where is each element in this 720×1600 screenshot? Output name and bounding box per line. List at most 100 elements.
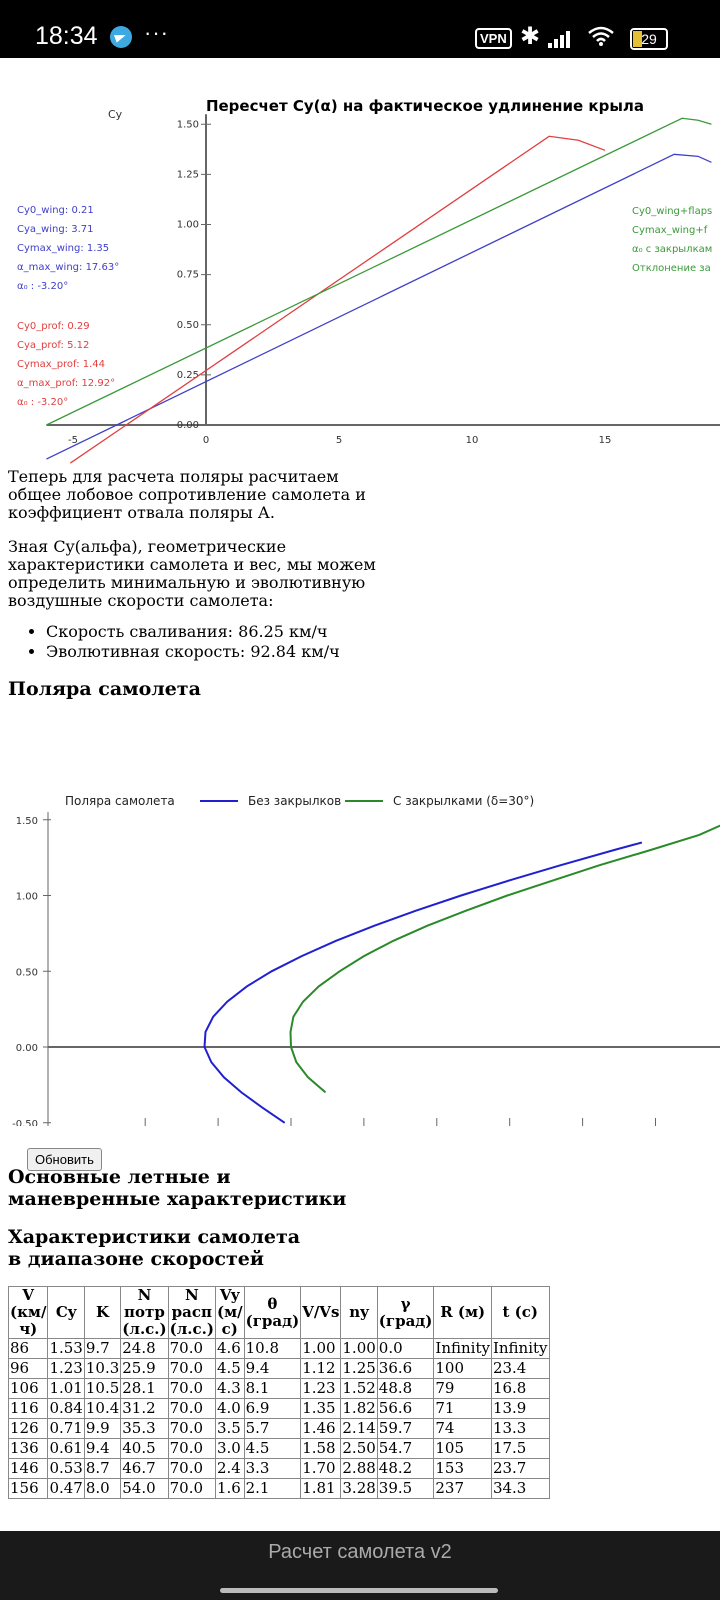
table-cell: 86: [7, 1338, 49, 1359]
app-title: Расчет самолета v2: [268, 1541, 452, 1563]
table-cell: 46.7: [120, 1458, 169, 1479]
table-cell: 17.5: [490, 1438, 550, 1459]
table-header-line: потр: [124, 1303, 165, 1321]
table-header-line: t (с): [502, 1303, 538, 1321]
table-header-line: Vy: [219, 1286, 240, 1304]
table-cell: 8.0: [83, 1478, 122, 1499]
y-tick-label: 0.00: [177, 420, 199, 431]
table-cell: 4.6: [214, 1338, 245, 1359]
table-cell: 39.5: [376, 1478, 435, 1499]
update-button[interactable]: Обновить: [27, 1148, 102, 1171]
table-header: R (м): [433, 1286, 492, 1339]
y-axis-label: Cy: [108, 108, 123, 121]
profile-info-label: α_max_prof: 12.92°: [17, 378, 115, 389]
table-cell: 146: [7, 1458, 49, 1479]
table-cell: 116: [7, 1398, 49, 1419]
table-cell: 9.4: [243, 1358, 302, 1379]
table-cell: Infinity: [433, 1338, 492, 1359]
table-header-line: N: [137, 1286, 152, 1304]
table-cell: 4.5: [243, 1438, 302, 1459]
table-header-line: с): [221, 1320, 238, 1338]
table-header: γ (град): [376, 1286, 435, 1339]
flight-characteristics-heading: Основные летные и маневренные характерис…: [8, 1166, 347, 1210]
table-cell: 4.0: [214, 1398, 245, 1419]
table-cell: 136: [7, 1438, 49, 1459]
table-cell: 3.0: [214, 1438, 245, 1459]
table-cell: 1.23: [300, 1378, 342, 1399]
table-cell: 35.3: [120, 1418, 169, 1439]
table-cell: 9.9: [83, 1418, 122, 1439]
table-cell: 25.9: [120, 1358, 169, 1379]
vpn-badge: VPN: [475, 28, 512, 49]
table-header-line: ч): [19, 1320, 38, 1338]
legend-label: С закрылками (δ=30°): [393, 794, 534, 808]
gesture-handle[interactable]: [220, 1588, 498, 1593]
table-cell: 1.58: [300, 1438, 342, 1459]
table-row: 146 0.53 8.7 46.7 70.0 2.4 3.3 1.70 2.88 48.2 153 2…: [7, 1458, 550, 1479]
table-header-line: γ: [400, 1294, 411, 1313]
speed-range-heading: Характеристики самолета в диапазоне скор…: [8, 1226, 301, 1270]
table-cell: 13.9: [490, 1398, 550, 1419]
table-cell: 153: [433, 1458, 492, 1479]
legend-entry: α₀ с закрылкам: [632, 244, 712, 255]
table-cell: 70.0: [167, 1418, 216, 1439]
x-tick-label: 5: [336, 435, 342, 446]
stall-speed-item: Скорость сваливания: 86.25 км/ч: [46, 622, 340, 642]
table-cell: 16.8: [490, 1378, 550, 1399]
table-cell: 0.84: [47, 1398, 85, 1419]
chart-title: Пересчет Cy(α) на фактическое удлинение …: [206, 97, 644, 115]
table-cell: 0.71: [47, 1418, 85, 1439]
table-cell: 0.47: [47, 1478, 85, 1499]
table-cell: 70.0: [167, 1378, 216, 1399]
table-cell: 48.2: [376, 1458, 435, 1479]
telegram-icon: [110, 26, 132, 48]
table-header-line: расп: [171, 1303, 212, 1321]
speeds-paragraph: Зная Cy(альфа), геометрические характери…: [8, 537, 376, 610]
wing-info-label: α₀ : -3.20°: [17, 281, 68, 292]
table-row: 136 0.61 9.4 40.5 70.0 3.0 4.5 1.58 2.50 54.7 105 1…: [7, 1438, 550, 1459]
table-cell: 4.5: [214, 1358, 245, 1379]
table-row: 106 1.01 10.5 28.1 70.0 4.3 8.1 1.23 1.52 48.8 79 1…: [7, 1378, 550, 1399]
table-header: Vy (м/с): [214, 1286, 245, 1339]
table-header: Cy: [47, 1286, 85, 1339]
table-cell: 36.6: [376, 1358, 435, 1379]
table-cell: 10.4: [83, 1398, 122, 1419]
table-cell: 9.4: [83, 1438, 122, 1459]
table-cell: 8.7: [83, 1458, 122, 1479]
table-cell: 70.0: [167, 1438, 216, 1459]
table-header: V/Vs: [300, 1286, 342, 1339]
table-row: 156 0.47 8.0 54.0 70.0 1.6 2.1 1.81 3.28 39.5 237 3…: [7, 1478, 550, 1499]
y-tick-label: 0.75: [177, 270, 199, 281]
polar-heading: Поляра самолета: [8, 678, 201, 700]
table-cell: 1.35: [300, 1398, 342, 1419]
wing-info-label: Cymax_wing: 1.35: [17, 243, 109, 254]
profile-info-label: Cymax_prof: 1.44: [17, 359, 105, 370]
table-cell: 2.50: [340, 1438, 378, 1459]
profile-info-label: Cy0_prof: 0.29: [17, 321, 90, 332]
status-bar: 18:34 ··· VPN ✱ 29: [0, 0, 720, 58]
table-header-line: ny: [349, 1303, 369, 1321]
y-tick-label: 0.50: [177, 320, 199, 331]
table-cell: 3.3: [243, 1458, 302, 1479]
profile-info-label: Cya_prof: 5.12: [17, 340, 89, 351]
wing-series-line: [46, 153, 712, 460]
table-cell: 1.53: [47, 1338, 85, 1359]
table-header: V (км/ч): [7, 1286, 49, 1339]
table-cell: 96: [7, 1358, 49, 1379]
table-cell: 70.0: [167, 1478, 216, 1499]
table-header-line: θ: [267, 1294, 278, 1313]
table-cell: 79: [433, 1378, 492, 1399]
table-cell: 23.4: [490, 1358, 550, 1379]
table-cell: 2.4: [214, 1458, 245, 1479]
table-header-line: R (м): [440, 1303, 486, 1321]
legend-title: Поляра самолета: [65, 794, 175, 808]
profile-info-label: α₀ : -3.20°: [17, 397, 68, 408]
table-header-line: (м/: [216, 1303, 243, 1321]
table-header-line: (град): [245, 1311, 300, 1330]
table-cell: 3.28: [340, 1478, 378, 1499]
intro-paragraph: Теперь для расчета поляры расчитаем обще…: [8, 467, 366, 522]
table-cell: 1.6: [214, 1478, 245, 1499]
y-tick-label: 1.50: [16, 816, 38, 827]
table-header: θ (град): [243, 1286, 302, 1339]
wifi-icon: [588, 26, 614, 46]
